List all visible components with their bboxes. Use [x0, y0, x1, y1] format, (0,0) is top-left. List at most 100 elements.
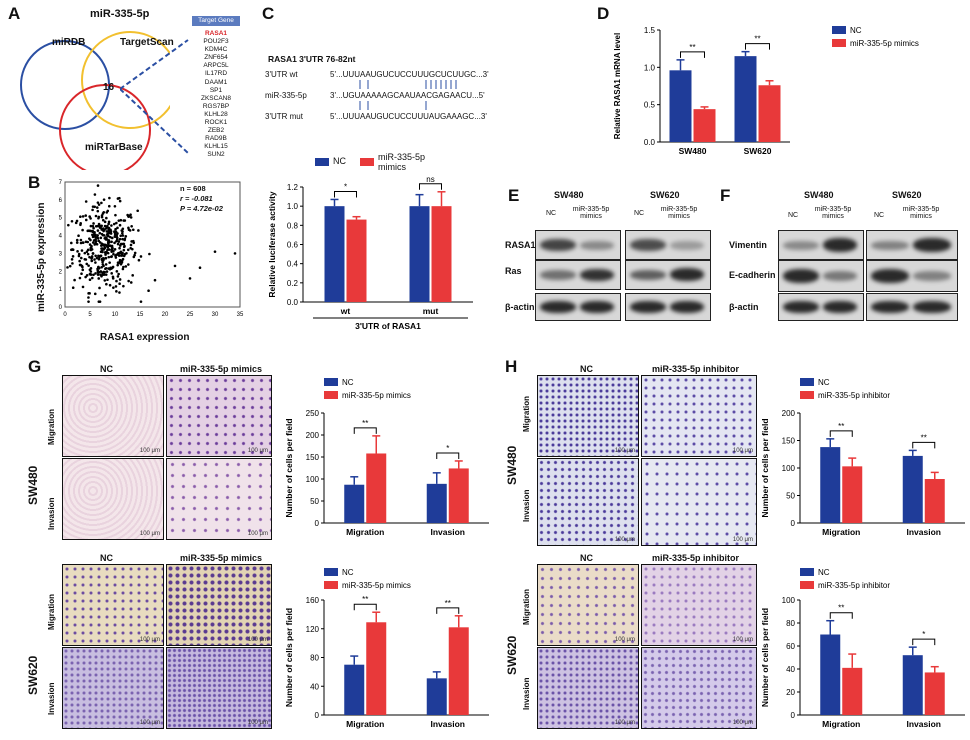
- scatter-point: [93, 231, 96, 234]
- scatter-point: [100, 215, 104, 219]
- y-axis-label: Number of cells per field: [760, 608, 770, 707]
- scatter-point: [117, 219, 121, 222]
- scatter-point: [100, 247, 103, 250]
- scatter-point: [74, 221, 78, 225]
- scatter-ytick: 6: [59, 198, 63, 204]
- scatter-point: [92, 226, 95, 230]
- scatter-ytick: 7: [59, 180, 63, 186]
- scatter-xtick: 30: [212, 312, 219, 318]
- scatter-point: [97, 215, 101, 219]
- sig-bracket: [436, 452, 460, 459]
- y-axis-label: Number of cells per field: [284, 418, 294, 517]
- scatter-point: [120, 229, 124, 232]
- scatter-point: [105, 216, 108, 220]
- sig-label: ns: [426, 175, 434, 184]
- legend-swatch: [800, 581, 814, 589]
- scatter-point: [102, 234, 106, 237]
- scatter-point: [81, 215, 85, 218]
- scatter-point: [98, 256, 101, 259]
- bar-treat: [448, 627, 469, 715]
- bar-treat: [366, 453, 387, 523]
- category-label: SW480: [679, 146, 707, 156]
- scatter-ytick: 2: [59, 269, 63, 275]
- venn-label-mirtarbase: miRTarBase: [85, 142, 143, 153]
- scatter-point: [117, 240, 121, 243]
- sig-label: *: [446, 444, 449, 453]
- scatter-point: [116, 226, 119, 230]
- scatter-point: [115, 238, 119, 241]
- scatter-point: [66, 266, 69, 269]
- scatter-point: [102, 198, 106, 201]
- seq-mir: 3'...UGUAAAAAGCAAUAACGAGAACU...5': [330, 91, 485, 100]
- scatter-point: [121, 237, 124, 241]
- seq-title: RASA1 3'UTR 76-82nt: [268, 54, 356, 64]
- blot-f-actin-sw620: [866, 293, 958, 321]
- scatter-xtick: 5: [88, 312, 92, 318]
- g-row-mig1: Migration: [47, 409, 56, 445]
- scatter-point: [109, 228, 112, 232]
- bar-treat: [842, 667, 863, 715]
- sig-bracket: [436, 607, 460, 614]
- venn-title: miR-335-5p: [90, 8, 150, 20]
- scatter-point: [110, 224, 113, 227]
- target-gene-item: RASA1: [204, 30, 228, 37]
- scatter-point: [83, 251, 87, 255]
- scatter-point: [116, 252, 120, 255]
- f-col-nc1: NC: [788, 212, 799, 219]
- bar-treat: [346, 219, 367, 302]
- target-gene-item: ZNF654: [204, 54, 228, 62]
- scatter-point: [97, 300, 101, 303]
- scatter-point: [104, 256, 108, 260]
- sig-bracket: [912, 441, 936, 449]
- scatter-point: [77, 252, 81, 256]
- y-axis-label: Number of cells per field: [760, 418, 770, 517]
- category-label: Invasion: [907, 527, 941, 537]
- scatter-point: [117, 254, 121, 257]
- scatter-point: [89, 246, 93, 250]
- scatter-point: [115, 290, 118, 293]
- scatter-point: [116, 263, 119, 267]
- scatter-point: [97, 239, 100, 243]
- scatter-point: [148, 252, 151, 256]
- y-tick-label: 160: [306, 596, 320, 605]
- stat-n: n = 608: [180, 184, 206, 193]
- scatter-point: [95, 256, 99, 260]
- scatter-point: [102, 273, 106, 276]
- scatter-point: [137, 258, 141, 262]
- scatter-point: [93, 243, 96, 246]
- y-tick-label: 0: [791, 519, 796, 528]
- scatter-point: [93, 292, 97, 296]
- venn-dashed-lines: [120, 39, 189, 154]
- venn-label-mirdb: miRDB: [52, 37, 86, 48]
- scatter-point: [114, 213, 117, 217]
- blot-e-actin-sw620: [625, 293, 711, 321]
- y-tick-label: 1.0: [287, 202, 299, 211]
- scatter-point: [91, 208, 94, 212]
- scatter-point: [118, 291, 121, 294]
- panel-letter-e: E: [508, 186, 520, 205]
- scatter-point: [121, 267, 125, 271]
- scatter-point: [103, 279, 107, 282]
- scatter-point: [102, 264, 105, 268]
- scatter-point: [111, 275, 115, 279]
- sig-label: **: [754, 35, 760, 44]
- e-cell-sw480: SW480: [554, 190, 584, 200]
- scatter-point: [124, 265, 128, 268]
- bar-treat: [924, 479, 945, 523]
- scatter-ytick: 3: [59, 251, 63, 257]
- scatter-point: [111, 247, 114, 250]
- scatter-point: [118, 246, 121, 250]
- scatter-point: [95, 206, 99, 209]
- scatter-point: [139, 255, 143, 258]
- target-gene-item: SP1: [209, 86, 223, 94]
- scatter-point: [104, 263, 108, 266]
- scatter-point: [115, 233, 118, 236]
- e-col-nc2: NC: [634, 210, 645, 217]
- scatter-point: [84, 200, 88, 203]
- scatter-point: [136, 209, 139, 213]
- panel-letter-h: H: [505, 357, 518, 376]
- panel-letter-g: G: [28, 357, 42, 376]
- scatter-point: [96, 273, 100, 276]
- scatter-xlabel: RASA1 expression: [100, 332, 190, 343]
- scatter-point: [89, 248, 93, 252]
